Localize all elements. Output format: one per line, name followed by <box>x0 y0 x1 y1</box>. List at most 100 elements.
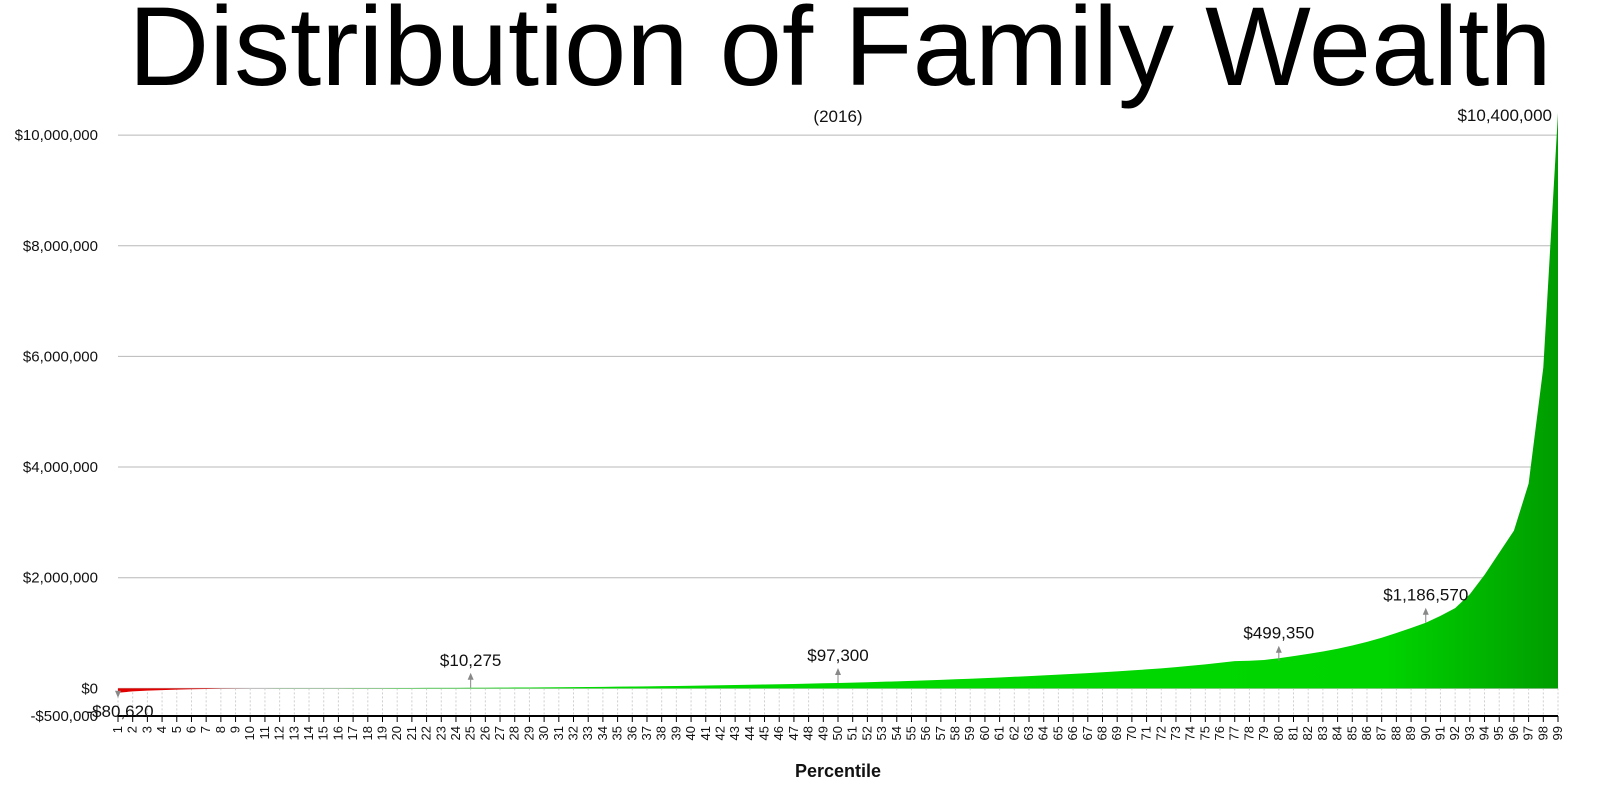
y-tick-label: $8,000,000 <box>23 238 98 255</box>
x-tick-label: 46 <box>771 726 786 740</box>
x-tick-label: 95 <box>1491 726 1506 740</box>
x-tick-label: 59 <box>962 726 977 740</box>
x-tick-label: 83 <box>1315 726 1330 740</box>
minor-gridlines <box>117 688 1559 716</box>
x-tick-label: 17 <box>345 726 360 740</box>
x-tick-label: 1 <box>110 726 125 733</box>
x-tick-label: 68 <box>1094 726 1109 740</box>
x-tick-label: 37 <box>639 726 654 740</box>
x-tick-label: 49 <box>815 726 830 740</box>
x-tick-label: 77 <box>1227 726 1242 740</box>
x-tick-label: 99 <box>1550 726 1565 740</box>
x-tick-label: 88 <box>1388 726 1403 740</box>
x-tick-label: 3 <box>139 726 154 733</box>
x-tick-label: 82 <box>1300 726 1315 740</box>
x-tick-label: 52 <box>859 726 874 740</box>
x-tick-label: 15 <box>316 726 331 740</box>
gridlines <box>118 134 1558 689</box>
x-tick-label: 70 <box>1124 726 1139 740</box>
x-tick-label: 6 <box>183 726 198 733</box>
x-tick-label: 39 <box>668 726 683 740</box>
x-tick-label: 30 <box>536 726 551 740</box>
y-tick-label: $6,000,000 <box>23 348 98 365</box>
annotation-arrow <box>1422 607 1429 615</box>
x-tick-label: 80 <box>1271 726 1286 740</box>
x-tick-label: 35 <box>610 726 625 740</box>
x-tick-label: 90 <box>1418 726 1433 740</box>
x-tick-label: 32 <box>566 726 581 740</box>
annotation-arrow <box>115 690 121 698</box>
x-tick-label: 11 <box>257 726 272 740</box>
x-tick-label: 56 <box>918 726 933 740</box>
x-tick-label: 86 <box>1359 726 1374 740</box>
x-tick-label: 44 <box>742 726 757 740</box>
x-tick-label: 75 <box>1197 726 1212 740</box>
x-tick-label: 40 <box>683 726 698 740</box>
x-tick-label: 41 <box>698 726 713 740</box>
x-tick-label: 51 <box>845 726 860 740</box>
y-tick-label: $10,000,000 <box>15 127 98 144</box>
x-tick-label: 74 <box>1183 726 1198 740</box>
x-tick-label: 81 <box>1286 726 1301 740</box>
x-tick-label: 14 <box>301 726 316 740</box>
x-tick-label: 58 <box>948 726 963 740</box>
x-tick-label: 48 <box>801 726 816 740</box>
x-tick-label: 61 <box>992 726 1007 740</box>
x-tick-label: 42 <box>712 726 727 740</box>
y-tick-label: -$500,000 <box>30 708 98 725</box>
x-tick-label: 60 <box>977 726 992 740</box>
x-axis-label: Percentile <box>795 761 881 781</box>
x-tick-label: 20 <box>389 726 404 740</box>
x-tick-label: 19 <box>374 726 389 740</box>
x-tick-label: 57 <box>933 726 948 740</box>
x-tick-label: 96 <box>1506 726 1521 740</box>
x-tick-label: 98 <box>1535 726 1550 740</box>
x-tick-label: 54 <box>889 726 904 740</box>
x-tick-label: 36 <box>624 726 639 740</box>
x-tick-label: 73 <box>1168 726 1183 740</box>
x-tick-label: 94 <box>1477 726 1492 740</box>
x-tick-label: 45 <box>757 726 772 740</box>
x-tick-label: 67 <box>1080 726 1095 740</box>
x-tick-label: 22 <box>419 726 434 740</box>
y-axis-ticks: -$500,000 $0 $2,000,000 $4,000,000 $6,000,00… <box>15 127 98 725</box>
annotation-label: $499,350 <box>1243 624 1314 643</box>
chart-subtitle: (2016) <box>813 107 862 126</box>
y-tick-label: $4,000,000 <box>23 459 98 476</box>
x-tick-label: 91 <box>1432 726 1447 740</box>
x-tick-label: 87 <box>1374 726 1389 740</box>
y-tick-label: $0 <box>81 680 98 697</box>
x-tick-label: 93 <box>1462 726 1477 740</box>
x-tick-label: 64 <box>1036 726 1051 740</box>
annotation-arrow <box>467 672 474 680</box>
x-axis-ticks: 1 2 3 4 5 6 7 8 9 10 11 12 13 14 15 16 17 18 19 20 21 22 23 24 2… <box>110 716 1565 740</box>
x-tick-label: 55 <box>903 726 918 740</box>
x-tick-label: 4 <box>154 726 169 733</box>
annotation-arrow <box>1275 645 1282 653</box>
x-tick-label: 7 <box>198 726 213 733</box>
x-tick-label: 78 <box>1241 726 1256 740</box>
x-tick-label: 28 <box>507 726 522 740</box>
annotation-label: $97,300 <box>807 646 868 665</box>
x-tick-label: 9 <box>228 726 243 733</box>
x-tick-label: 65 <box>1050 726 1065 740</box>
x-tick-label: 10 <box>242 726 257 740</box>
x-tick-label: 84 <box>1330 726 1345 740</box>
x-tick-label: 47 <box>786 726 801 740</box>
x-tick-label: 31 <box>551 726 566 740</box>
x-tick-label: 97 <box>1521 726 1536 740</box>
x-tick-label: 69 <box>1109 726 1124 740</box>
x-tick-label: 26 <box>477 726 492 740</box>
x-tick-label: 71 <box>1139 726 1154 740</box>
x-tick-label: 2 <box>125 726 140 733</box>
x-tick-label: 29 <box>521 726 536 740</box>
x-tick-label: 38 <box>654 726 669 740</box>
x-tick-label: 43 <box>727 726 742 740</box>
x-tick-label: 89 <box>1403 726 1418 740</box>
x-tick-label: 76 <box>1212 726 1227 740</box>
x-tick-label: 66 <box>1065 726 1080 740</box>
x-tick-label: 25 <box>463 726 478 740</box>
chart-title: Distribution of Family Wealth <box>128 0 1551 109</box>
annotation-label: $10,400,000 <box>1457 106 1552 125</box>
